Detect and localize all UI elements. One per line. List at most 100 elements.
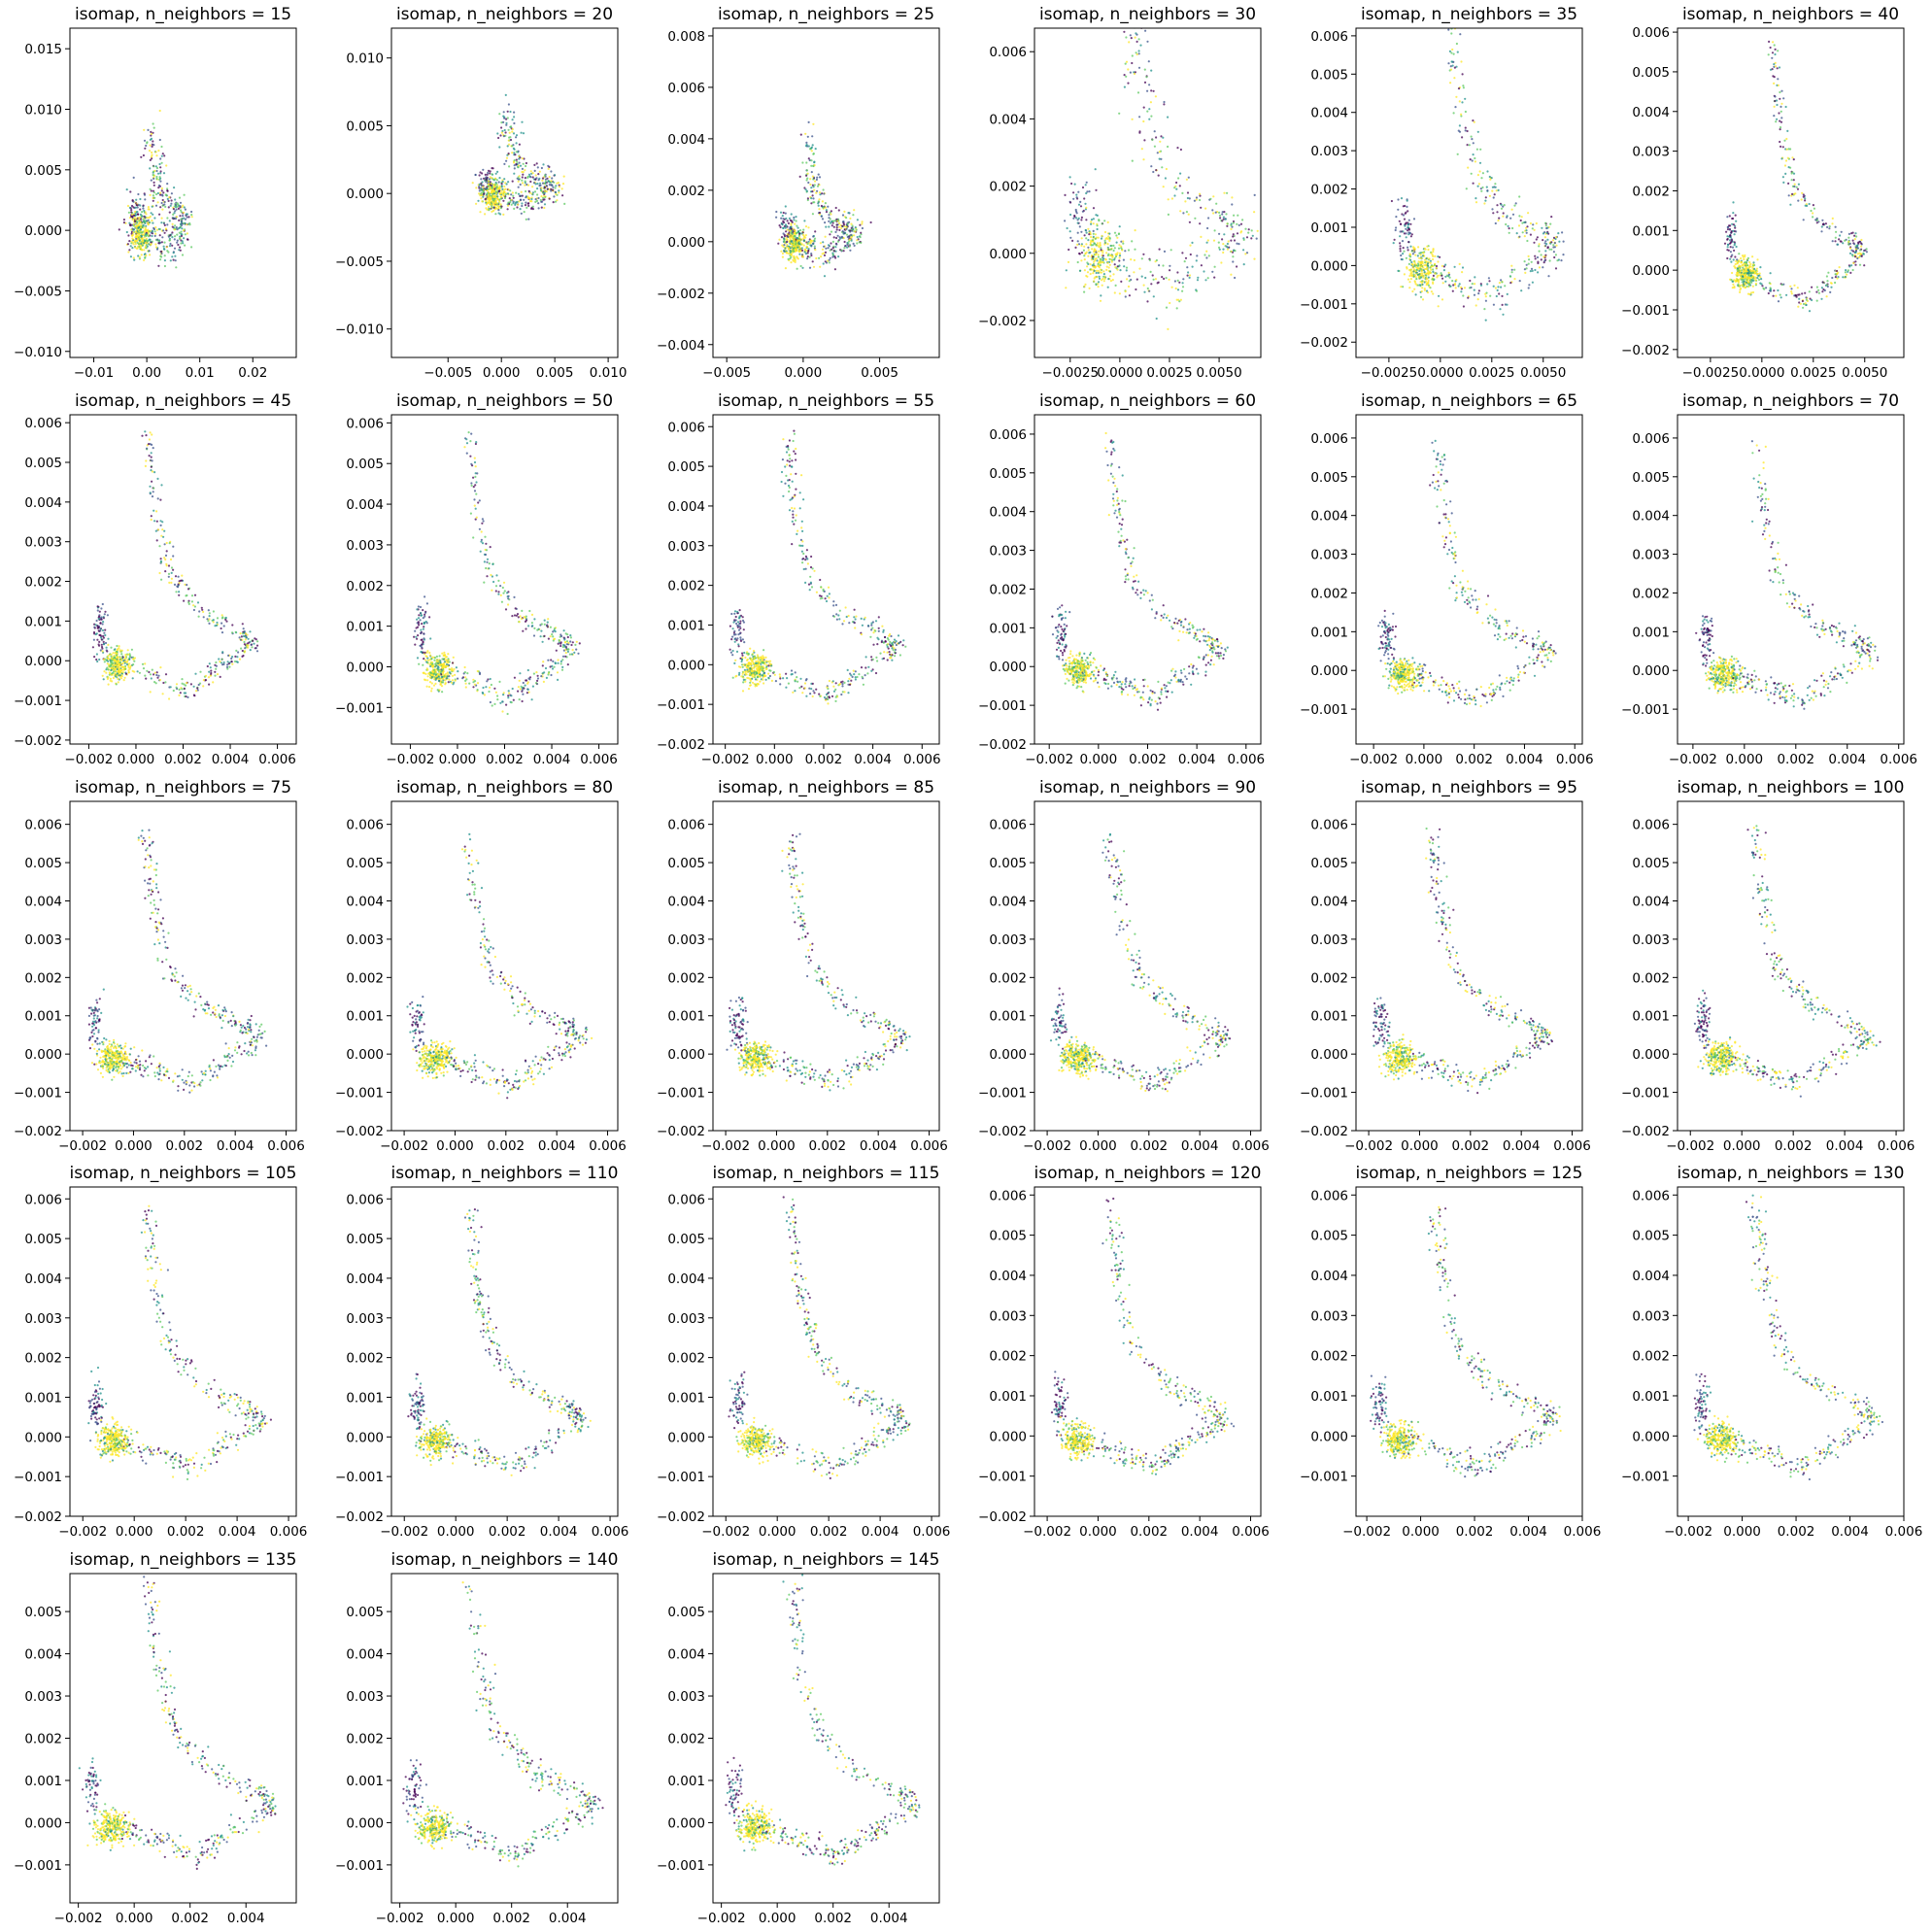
scatter-point [173,212,176,215]
scatter-point [561,194,564,197]
scatter-point [782,218,785,220]
scatter-point [1081,210,1084,213]
scatter-point [1455,279,1458,282]
scatter-point [1542,232,1545,235]
scatter-point [1751,255,1754,258]
scatter-point [814,230,817,233]
scatter-point [119,649,121,652]
scatter-point [511,130,514,133]
scatter-point [1176,279,1179,282]
scatter-point [1098,275,1101,278]
scatter-point [1491,186,1494,188]
scatter-point [1075,193,1078,196]
scatter-point [510,193,513,196]
scatter-point [1176,288,1180,291]
scatter-point [1083,269,1086,272]
scatter-point [1527,262,1530,265]
scatter-point [1475,148,1478,151]
scatter-point [807,226,810,229]
scatter-point [1117,232,1121,235]
scatter-point [1842,276,1845,279]
scatter-point [1222,218,1225,220]
scatter-point [493,208,496,211]
scatter-point [543,206,546,210]
scatter-point [1184,200,1187,203]
scatter-point [1086,190,1089,193]
scatter-point [1474,197,1477,200]
scatter-point [187,602,190,606]
y-tick-label: 0.002 [989,180,1027,195]
scatter-point [1455,65,1458,68]
scatter-point [221,616,224,619]
scatter-point [130,648,133,651]
scatter-point [781,252,785,255]
scatter-point [480,178,483,181]
scatter-point [145,677,148,680]
scatter-point [100,638,103,641]
scatter-point [1562,254,1565,256]
scatter-point [192,685,195,688]
scatter-point [1463,287,1467,289]
scatter-point [133,670,136,673]
scatter-point [208,662,211,665]
scatter-point [1751,276,1754,279]
scatter-point [1418,252,1421,254]
scatter-point [786,243,789,246]
scatter-point [1478,161,1482,164]
scatter-point [1740,265,1743,268]
scatter-point [164,205,167,208]
scatter-point [1146,89,1149,92]
scatter-point [500,195,503,198]
scatter-point [1069,201,1072,204]
scatter-point [1735,273,1738,276]
scatter-point [808,242,811,245]
scatter-point [1410,260,1413,264]
scatter-point [503,185,506,188]
scatter-point [1730,260,1733,263]
scatter-point [1150,115,1153,118]
scatter-point [1851,254,1854,257]
scatter-point [1471,138,1474,141]
scatter-point [543,191,546,194]
scatter-point [1501,303,1504,306]
y-tick-label: 0.006 [667,81,705,96]
scatter-point [1227,240,1230,243]
scatter-point [179,226,182,229]
scatter-point [168,239,171,242]
scatter-point [163,223,166,226]
scatter-point [162,681,165,685]
scatter-point [485,203,489,206]
scatter-point [525,201,527,204]
scatter-point [98,615,101,618]
scatter-point [102,634,105,638]
scatter-point [1402,230,1405,233]
scatter-point [488,178,491,181]
scatter-point [786,228,789,231]
scatter-point [231,624,234,627]
scatter-point [835,226,838,229]
scatter-point [1432,251,1435,254]
scatter-point [174,210,177,213]
scatter-point [127,671,130,674]
scatter-point [1102,273,1105,276]
scatter-point [1538,245,1541,248]
scatter-point [850,233,853,236]
scatter-point [1797,305,1800,308]
scatter-point [810,253,813,255]
scatter-point [1552,246,1555,249]
scatter-point [803,251,806,254]
scatter-point [1077,243,1081,246]
scatter-point [1808,310,1812,313]
scatter-point [806,255,809,258]
scatter-point [545,184,548,187]
scatter-point [1424,261,1427,264]
scatter-point [1761,285,1764,288]
scatter-point [189,683,192,686]
scatter-point [821,192,824,195]
scatter-point [1189,253,1192,256]
scatter-point [1099,257,1102,260]
scatter-point [152,170,155,173]
scatter-point [529,180,532,184]
scatter-point [143,139,147,142]
scatter-point [1085,237,1088,240]
